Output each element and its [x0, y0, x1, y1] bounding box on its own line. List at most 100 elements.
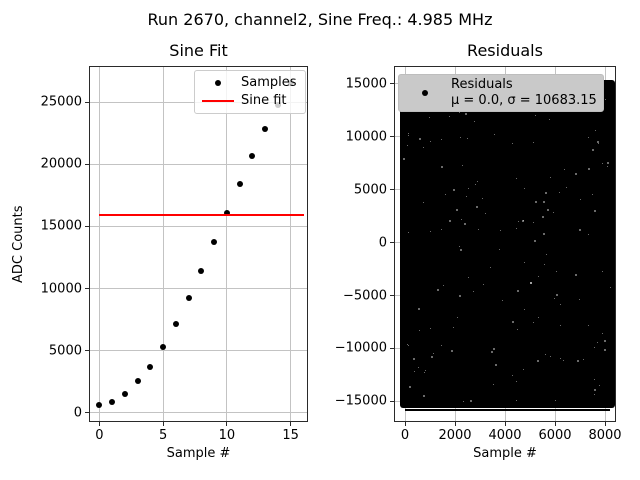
y-tick-mark	[85, 163, 89, 165]
speckle	[565, 186, 567, 188]
speckle	[424, 370, 426, 372]
speckle	[530, 282, 533, 285]
speckle	[593, 394, 595, 396]
speckle	[463, 400, 465, 402]
speckle	[482, 283, 484, 285]
y-tick-label: −5000	[343, 288, 387, 304]
x-tick-label: 0	[95, 428, 104, 443]
speckle	[605, 98, 607, 100]
x-tick-mark	[454, 422, 456, 426]
speckle	[409, 385, 412, 388]
y-tick-mark	[390, 400, 394, 402]
speckle	[555, 400, 557, 402]
x-tick-label: 5	[158, 428, 168, 443]
sample-point	[147, 363, 154, 370]
legend-box: Samples Sine fit	[194, 70, 306, 114]
speckle	[430, 328, 432, 330]
y-tick-label: 5000	[48, 343, 82, 359]
speckle	[577, 359, 580, 362]
legend-label-line: Samples	[241, 75, 297, 90]
speckle	[603, 349, 606, 352]
speckle	[418, 367, 420, 369]
legend-line-marker-icon	[195, 100, 241, 102]
y-tick-label: 10000	[345, 129, 387, 145]
sample-point	[160, 343, 167, 350]
speckle	[542, 215, 545, 218]
speckle	[558, 191, 560, 193]
legend-entry: Sine fit	[195, 92, 305, 110]
speckle	[499, 249, 501, 251]
y-tick-mark	[390, 242, 394, 244]
speckle	[408, 345, 409, 347]
speckle	[473, 291, 475, 293]
speckle	[465, 195, 467, 197]
x-gridline	[226, 67, 228, 421]
speckle	[493, 348, 496, 351]
residuals-axes: 0 2000 4000 6000 8000 −15000 −10000 −5000 0 5000 1…	[335, 41, 622, 461]
speckle	[406, 144, 408, 146]
speckle	[460, 137, 462, 139]
speckle	[476, 206, 479, 209]
speckle	[538, 317, 540, 319]
speckle	[448, 115, 450, 117]
speckle	[442, 285, 444, 287]
speckle	[489, 267, 491, 269]
speckle	[538, 276, 540, 278]
y-tick-label: 15000	[40, 218, 82, 234]
figure-title: Run 2670, channel2, Sine Freq.: 4.985 MH…	[147, 10, 493, 29]
sample-point	[96, 401, 103, 408]
speckle	[596, 141, 599, 144]
speckle	[582, 358, 584, 360]
x-tick-mark	[554, 422, 556, 426]
y-gridline	[90, 225, 307, 227]
speckle	[535, 115, 537, 117]
speckle	[406, 343, 408, 345]
legend-entry: Residuals μ = 0.0, σ = 10683.15	[399, 77, 603, 109]
speckle	[592, 194, 594, 196]
y-axis-label: ADC Counts	[11, 205, 26, 283]
x-tick-mark	[226, 422, 228, 426]
sine-fit-line	[99, 214, 305, 217]
speckle	[458, 295, 461, 298]
speckle	[515, 177, 517, 179]
y-tick-mark	[390, 136, 394, 138]
y-tick-mark	[85, 350, 89, 352]
speckle	[468, 277, 470, 279]
speckle	[459, 249, 462, 252]
y-tick-label: 15000	[345, 76, 387, 92]
speckle	[545, 353, 547, 355]
noise-speckles	[400, 80, 615, 408]
speckle	[477, 180, 479, 182]
x-tick-mark	[404, 422, 406, 426]
speckle	[413, 370, 415, 372]
x-tick-label: 8000	[588, 428, 622, 443]
speckle	[517, 221, 519, 222]
speckle	[491, 350, 494, 353]
speckle	[418, 137, 421, 140]
speckle	[579, 299, 581, 301]
speckle	[545, 192, 548, 195]
speckle	[545, 253, 547, 255]
speckle	[441, 165, 444, 168]
y-gridline	[90, 350, 307, 352]
speckle	[553, 298, 555, 300]
speckle	[522, 220, 525, 223]
speckle	[543, 263, 545, 265]
speckle	[546, 209, 549, 212]
y-tick-label: 5000	[353, 182, 387, 198]
speckle	[593, 347, 595, 349]
speckle	[549, 177, 551, 179]
speckle	[556, 270, 558, 272]
dot-glyph	[422, 90, 428, 96]
speckle	[549, 118, 551, 120]
speckle	[413, 357, 416, 360]
x-tick-label: 4000	[488, 428, 522, 443]
sample-point	[134, 378, 141, 385]
residuals-band	[400, 80, 615, 408]
speckle	[601, 333, 603, 335]
y-tick-mark	[85, 288, 89, 290]
legend-dot-marker-icon	[399, 90, 451, 96]
speckle	[457, 316, 459, 318]
speckle	[532, 222, 534, 224]
